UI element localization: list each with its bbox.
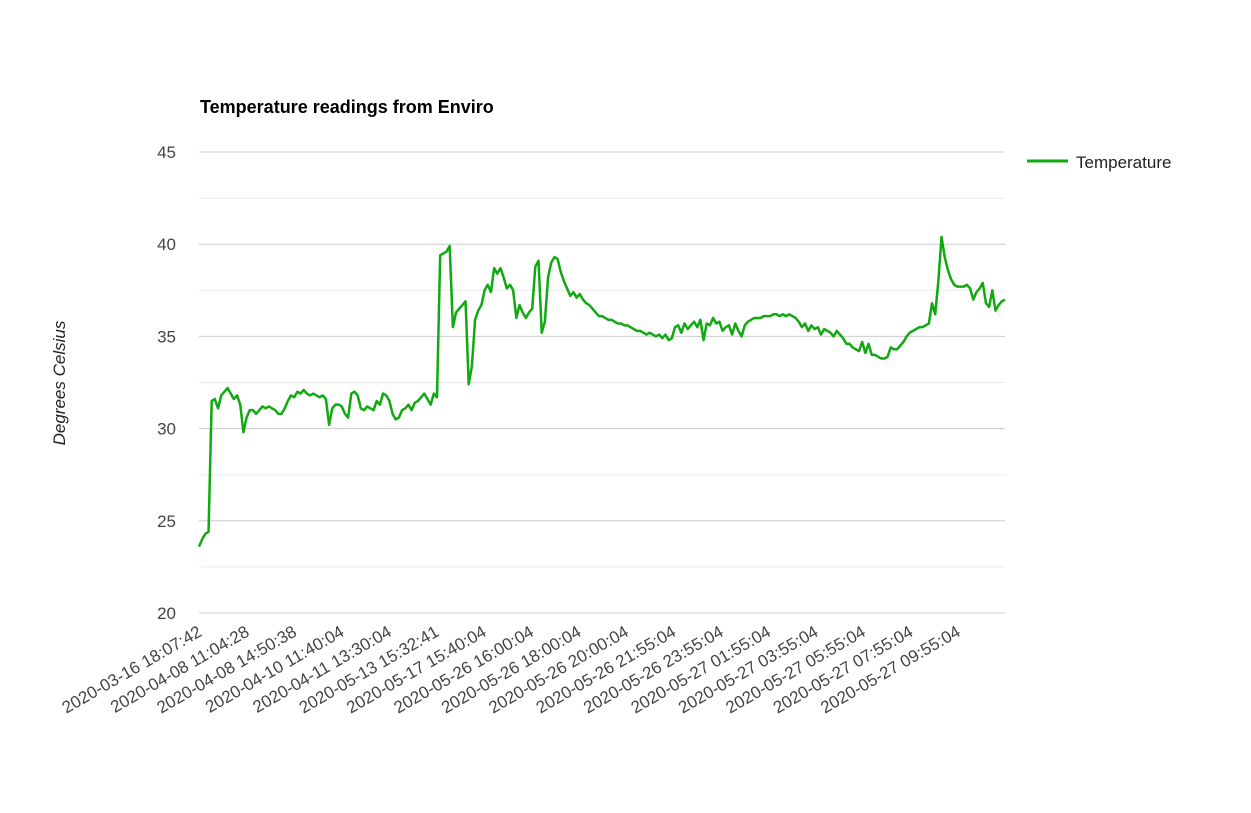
series-line-temperature bbox=[197, 235, 1006, 548]
legend-label-temperature: Temperature bbox=[1076, 153, 1171, 172]
y-tick-label: 25 bbox=[157, 512, 176, 531]
y-tick-label: 20 bbox=[157, 604, 176, 623]
y-axis-label: Degrees Celsius bbox=[50, 320, 69, 445]
y-tick-label: 30 bbox=[157, 420, 176, 439]
gridlines bbox=[199, 151, 1005, 614]
chart-title: Temperature readings from Enviro bbox=[200, 97, 494, 117]
legend: Temperature bbox=[1027, 153, 1171, 172]
series-group bbox=[197, 235, 1006, 548]
y-tick-label: 35 bbox=[157, 327, 176, 346]
y-tick-label: 45 bbox=[157, 143, 176, 162]
y-axis-ticks: 20 25 30 35 40 45 bbox=[157, 143, 176, 623]
y-tick-label: 40 bbox=[157, 235, 176, 254]
